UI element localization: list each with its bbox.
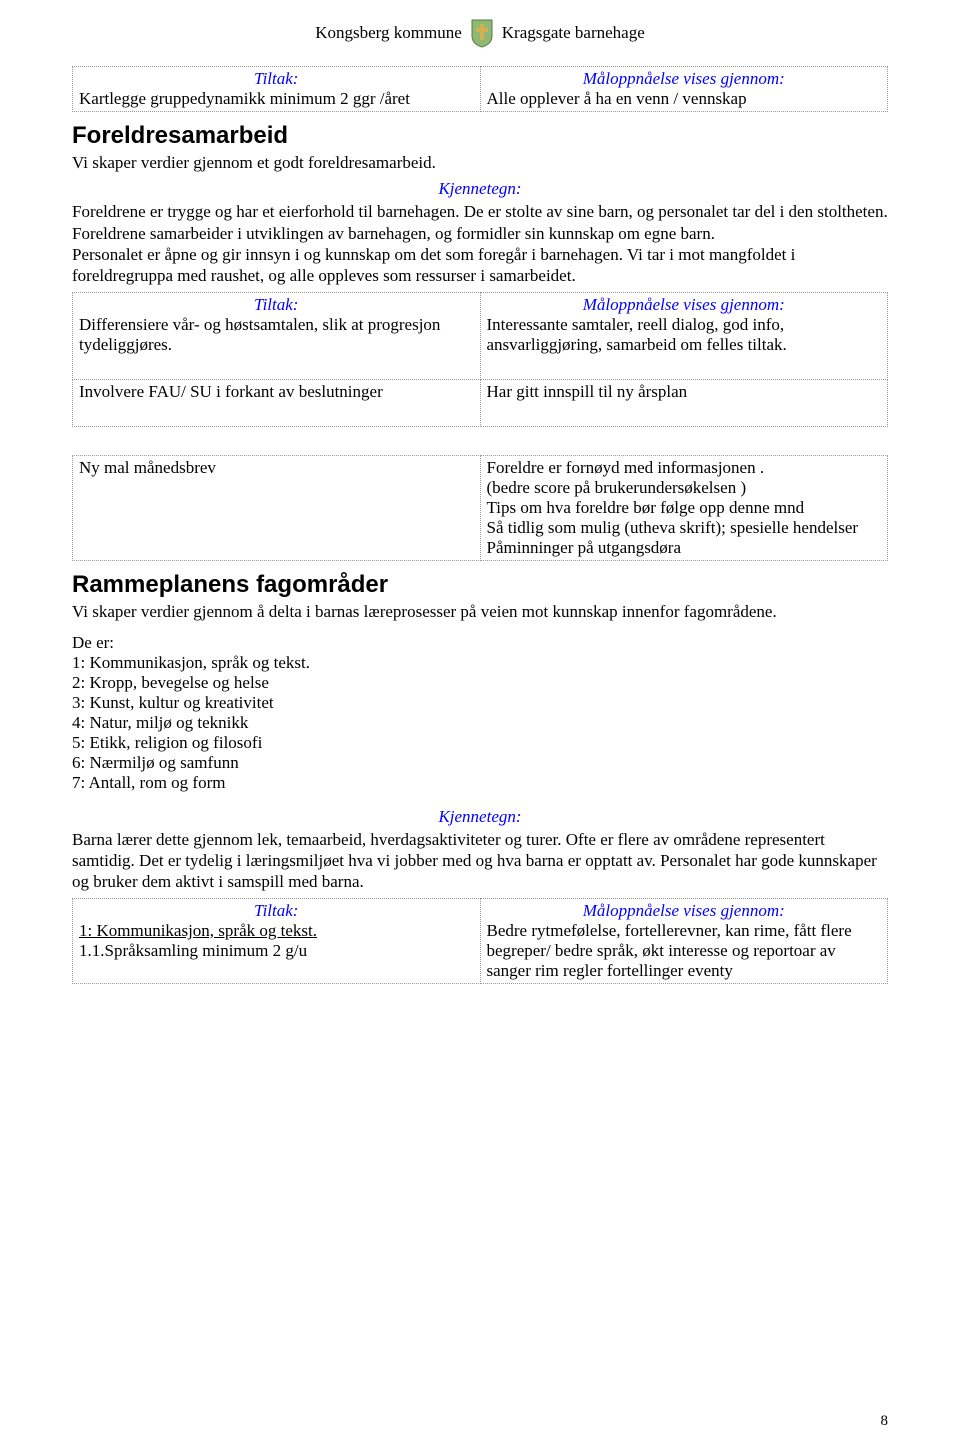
section-title-rammeplan: Rammeplanens fagområder [72, 571, 888, 599]
cell-text: Differensiere vår- og høstsamtalen, slik… [79, 315, 474, 355]
list-label: De er: [72, 633, 888, 653]
cell-text: 1: Kommunikasjon, språk og tekst. [79, 921, 474, 941]
cell-text: Involvere FAU/ SU i forkant av beslutnin… [73, 380, 481, 427]
section-title-foreldresamarbeid: Foreldresamarbeid [72, 122, 888, 150]
col-header: Måloppnåelse vises gjennom: [487, 69, 882, 89]
list-item: 3: Kunst, kultur og kreativitet [72, 693, 888, 713]
cell-text: Interessante samtaler, reell dialog, god… [487, 315, 882, 355]
header-left: Kongsberg kommune [315, 23, 462, 43]
list-item: 5: Etikk, religion og filosofi [72, 733, 888, 753]
cell-text: Bedre rytmefølelse, fortellerevner, kan … [487, 921, 882, 981]
col-header: Måloppnåelse vises gjennom: [487, 295, 882, 315]
list-item: 1: Kommunikasjon, språk og tekst. [72, 653, 888, 673]
col-header: Tiltak: [79, 69, 474, 89]
kjennetegn-text: Foreldrene er trygge og har et eierforho… [72, 201, 888, 286]
list-item: 2: Kropp, bevegelse og helse [72, 673, 888, 693]
cell-text: Kartlegge gruppedynamikk minimum 2 ggr /… [79, 89, 474, 109]
list-item: 6: Nærmiljø og samfunn [72, 753, 888, 773]
kjennetegn-label: Kjennetegn: [72, 807, 888, 827]
page-header: Kongsberg kommune Kragsgate barnehage [72, 18, 888, 48]
intro-text: Vi skaper verdier gjennom et godt foreld… [72, 152, 888, 173]
list-item: 4: Natur, miljø og teknikk [72, 713, 888, 733]
crest-icon [470, 18, 494, 48]
intro-text: Vi skaper verdier gjennom å delta i barn… [72, 601, 888, 622]
cell-text: 1.1.Språksamling minimum 2 g/u [79, 941, 474, 961]
cell-text: Foreldre er fornøyd med informasjonen . … [480, 456, 888, 561]
cell-text: Ny mal månedsbrev [73, 456, 481, 561]
kjennetegn-label: Kjennetegn: [72, 179, 888, 199]
header-right: Kragsgate barnehage [502, 23, 645, 43]
table-tiltak-2: Tiltak: Differensiere vår- og høstsamtal… [72, 292, 888, 427]
table-tiltak-4: Tiltak: 1: Kommunikasjon, språk og tekst… [72, 898, 888, 984]
list-item: 7: Antall, rom og form [72, 773, 888, 793]
table-tiltak-3: Ny mal månedsbrev Foreldre er fornøyd me… [72, 455, 888, 561]
cell-text: Alle opplever å ha en venn / vennskap [487, 89, 882, 109]
cell-text: Har gitt innspill til ny årsplan [480, 380, 888, 427]
kjennetegn-text: Barna lærer dette gjennom lek, temaarbei… [72, 829, 888, 893]
col-header: Tiltak: [79, 901, 474, 921]
page-number: 8 [881, 1413, 889, 1430]
table-tiltak-1: Tiltak: Kartlegge gruppedynamikk minimum… [72, 66, 888, 112]
col-header: Måloppnåelse vises gjennom: [487, 901, 882, 921]
col-header: Tiltak: [79, 295, 474, 315]
